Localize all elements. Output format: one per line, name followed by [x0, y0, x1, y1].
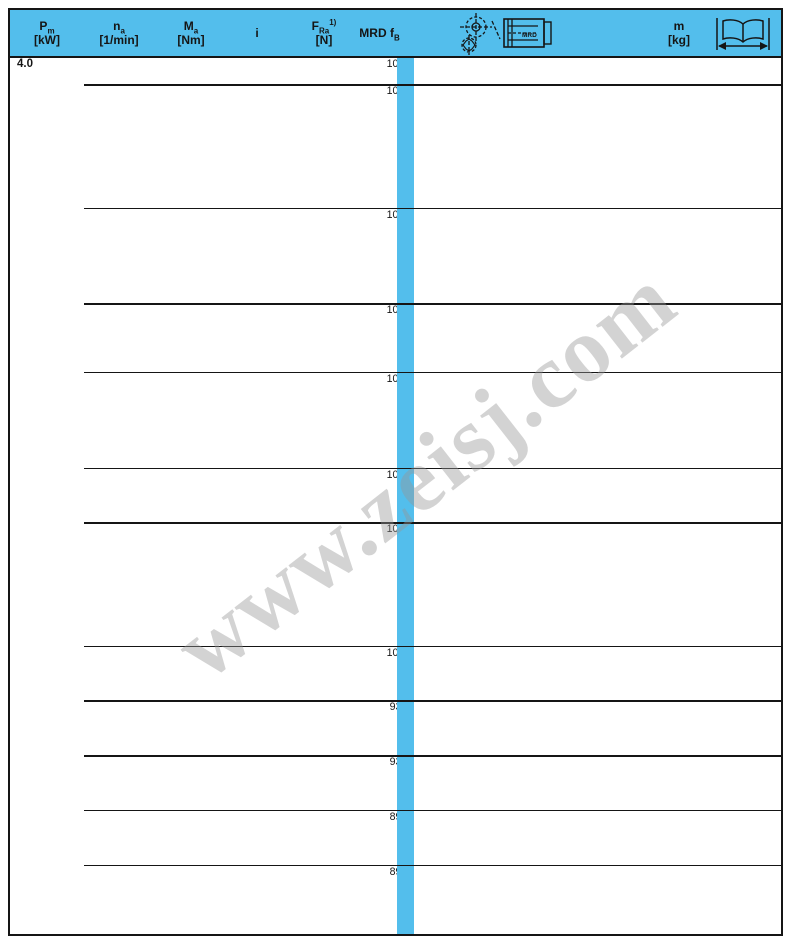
ratio-group: 2.3 15200 610 75600 0.85 2.6 13700 549 7…	[10, 467, 781, 524]
drive-entry: KH 167 R97 Y 112M4 1170 105	[10, 208, 781, 305]
group-right: K 97 R57 Y 112M4 210 105 KF 97 R57 Y 112…	[10, 646, 781, 702]
selection-table: Pm [kW] na [1/min] Ma [Nm] i FRa1) [N	[8, 8, 783, 936]
page-reference: 105	[10, 523, 781, 647]
group-right: K 167 R97 Y 112M4 1210 105 KH 167 R97 Y …	[10, 208, 781, 305]
power-value: 4.0	[17, 58, 33, 70]
page-reference: 89	[10, 810, 781, 866]
group-right: K 157 R97 Y 112M4 810 105 KF 157 R97 Y 1…	[10, 304, 781, 373]
col-header-ratio: i	[255, 26, 259, 40]
ratio-groups: 1.7 20100 835 190000 2.5 2.7 12600 520 1…	[10, 58, 781, 934]
header-right-section: MRD m [kg]	[414, 10, 781, 56]
page-reference: 105	[10, 646, 781, 702]
group-right: K 127 R87 Y 112M4 520 105 KF 127 R87 Y 1…	[10, 372, 781, 469]
group-right: K 107 Y 132M6 325 88 KF 107 Y 132M6 335 …	[10, 865, 781, 934]
ratio-group: 7.1 5020 199 39900 0.85 K 97 R57 Y 112M4…	[10, 645, 781, 702]
col-header-radial-force: FRa1) [N]	[311, 18, 337, 48]
page-reference: 105	[10, 208, 781, 305]
col-header-speed: na [1/min]	[99, 19, 139, 47]
col-header-service-factor: MRD fB	[359, 26, 400, 43]
group-right: K 127 Y 132ML8 490 92 KF 127 Y 132ML8 53…	[10, 701, 781, 757]
drive-entry: KH 187 R107 Y 112M4 1770 105	[10, 58, 781, 86]
ratio-group: 1.7 20100 835 190000 2.5 2.7 12600 520 1…	[10, 58, 781, 86]
ratio-group: 6.7 5710 143.47* 65000 1.40 7.9 4830 121…	[10, 864, 781, 934]
group-right: K 107 R77 Y 112M4 335 105 KF 107 R77 Y 1…	[10, 523, 781, 647]
col-header-mass: m [kg]	[668, 19, 690, 47]
vertical-divider-stripe	[397, 58, 414, 934]
drive-entry: KAF 107 Y 132M6 320 89	[10, 865, 781, 934]
page-reference-book-icon	[714, 16, 772, 52]
ratio-group: 0.56 62200 2519 190000 0.80 0.63 55900 2…	[10, 84, 781, 209]
drive-entry: KAF 127 R87 Y 112M4 530 105	[10, 372, 781, 469]
page-reference: 105	[10, 372, 781, 469]
ratio-group: 1.0 34900 1408 150000 0.90 1.1 32100 129…	[10, 207, 781, 305]
col-header-power: Pm [kW]	[34, 19, 60, 47]
drive-entry: KAF 157 R97 Y 112M4 830 105	[10, 304, 781, 373]
ratio-group: 6.6 5810 146.07 82100 2.2 7.0 5420 136.1…	[10, 755, 781, 811]
ratio-group: 6.4 5960 112.41* 65000 1.35 7.2 5340 100…	[10, 809, 781, 866]
drive-entry: KAF 107 R77 Y 112M4 335 105	[10, 523, 781, 647]
motor-icon-label: MRD	[522, 32, 537, 39]
page-reference: 105	[10, 58, 781, 86]
page-reference: 93	[10, 756, 781, 811]
page-reference: 105	[10, 468, 781, 524]
header-left-columns: Pm [kW] na [1/min] Ma [Nm] i FRa1) [N	[10, 10, 400, 56]
page-reference: 93	[10, 701, 781, 757]
group-right: K 127 Y 132M6 480 92 KF 127 Y 132M6 520 …	[10, 756, 781, 811]
table-body: 4.0 1.7 20100 835 190000 2.5 2.7 12600 5…	[10, 58, 781, 934]
ratio-group: 3.9 9050 364 65000 0.90 4.5 7910 318 650…	[10, 522, 781, 647]
drive-entry: KAF 127 Y 132ML8 500 93	[10, 701, 781, 757]
page-reference: 89	[10, 865, 781, 934]
drive-entry: KAF 127 Y 132M6 490 93	[10, 756, 781, 811]
drive-entry: KAF 107 Y 132ML8 330 89	[10, 810, 781, 866]
group-right: K 187 R107 Y 112M4 1830 105 KH 187 R107 …	[10, 58, 781, 86]
drive-entry: KH 187 R97 Y 112M4 1720 105	[10, 85, 781, 209]
table-header: Pm [kW] na [1/min] Ma [Nm] i FRa1) [N	[10, 10, 781, 58]
group-right: K 127 R77 Y 112M4 495 105 KF 127 R77 Y 1…	[10, 468, 781, 524]
page-reference: 105	[10, 85, 781, 209]
gear-unit-and-motor-icon: MRD	[452, 13, 580, 55]
ratio-group: 1.7 21000 854 110600 0.85 1.9 18300 756 …	[10, 303, 781, 373]
col-header-torque: Ma [Nm]	[177, 19, 205, 47]
group-right: K 107 Y 132ML8 335 88 KF 107 Y 132ML8 34…	[10, 810, 781, 866]
drive-entry: KAF 127 R77 Y 112M4 510 105	[10, 468, 781, 524]
ratio-group: 5.3 7220 136.14 81700 1.80 5.9 6500 122.…	[10, 700, 781, 757]
group-right: K 187 R97 Y 112M4 1790 105 KH 187 R97 Y …	[10, 85, 781, 209]
ratio-group: 2.6 13200 536 79100 1.00 3.0 11600 473 7…	[10, 371, 781, 469]
page-reference: 105	[10, 304, 781, 373]
drive-entry: KAF 97 R57 Y 112M4 215 105	[10, 646, 781, 702]
